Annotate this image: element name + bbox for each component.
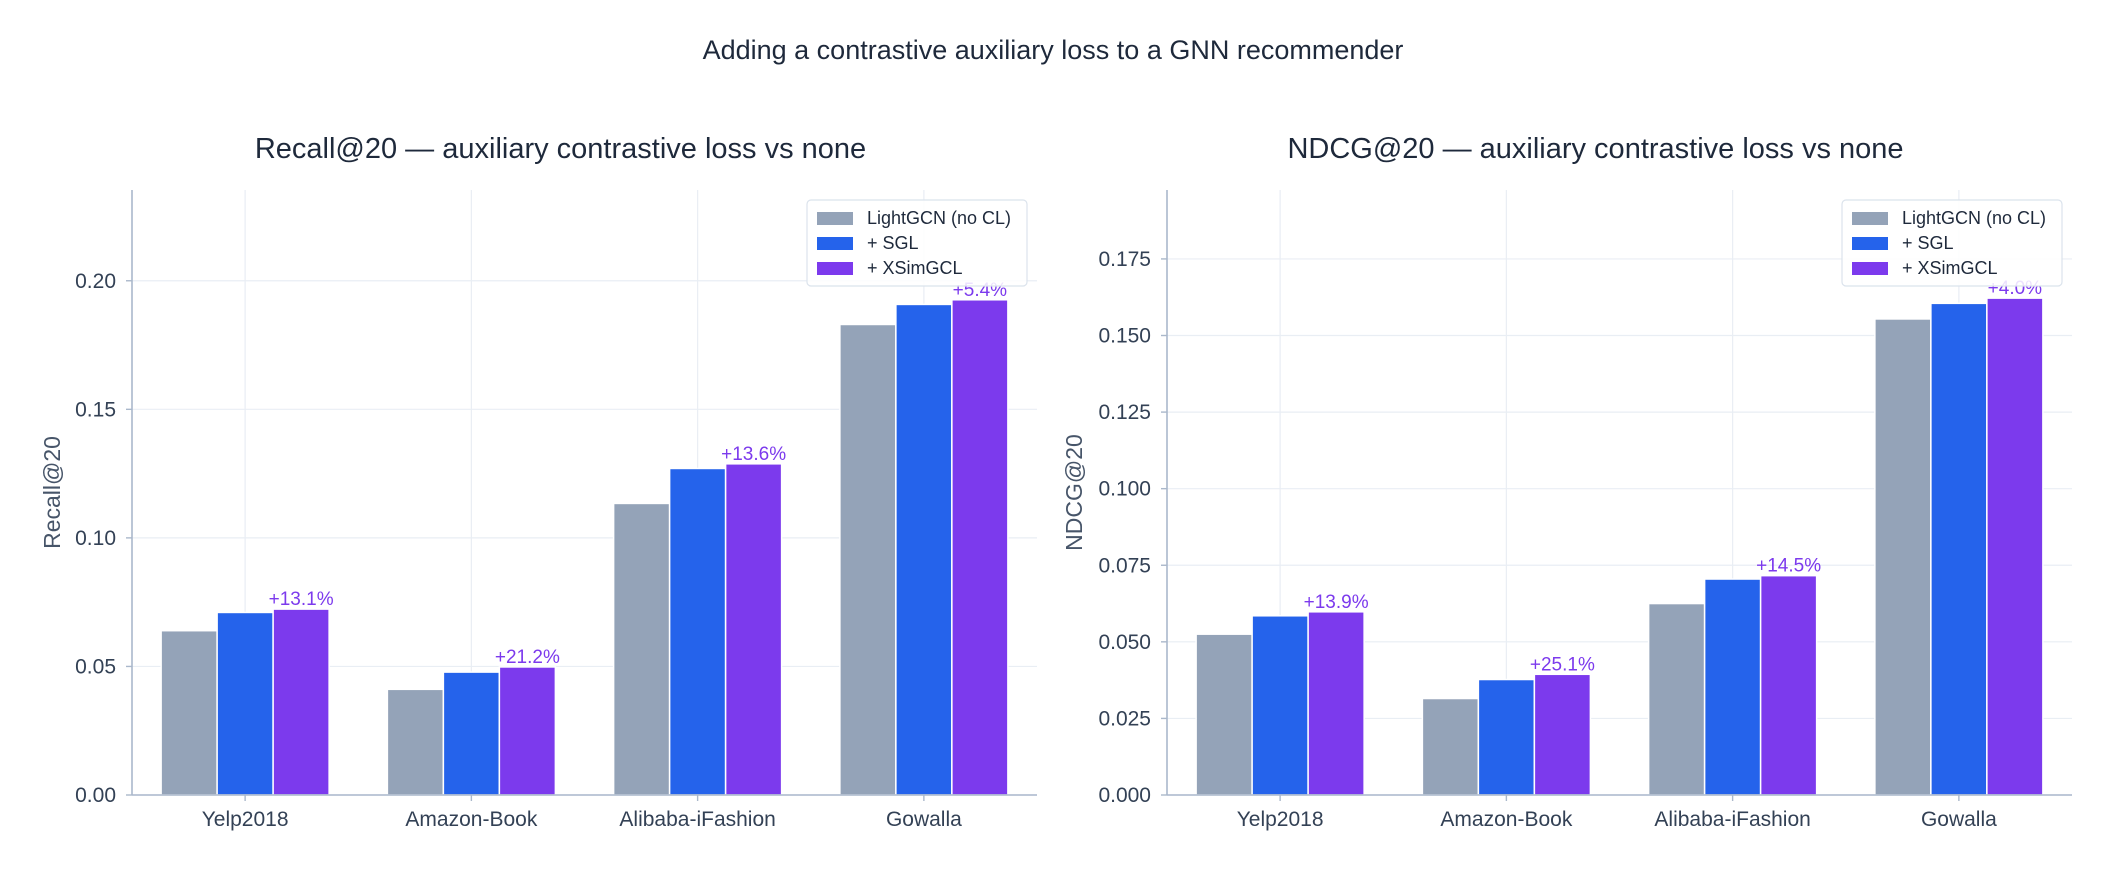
improvement-label: +25.1% — [1530, 654, 1595, 675]
x-tick-label: Amazon-Book — [405, 808, 537, 831]
legend-box — [1841, 199, 2063, 287]
bar-xsimgcl-gowalla — [1986, 297, 2044, 796]
bar-lightgcn-no-cl-yelp2018 — [160, 629, 218, 796]
bar-xsimgcl-amazon-book — [498, 666, 557, 796]
chart-title: Recall@20 — auxiliary contrastive loss v… — [255, 133, 866, 165]
legend-label: + SGL — [867, 233, 919, 253]
legend-label: + XSimGCL — [867, 258, 963, 278]
y-tick-label: 0.175 — [1098, 248, 1151, 271]
legend-label: LightGCN (no CL) — [867, 208, 1011, 228]
legend-swatch-sgl — [1852, 237, 1888, 250]
y-tick-label: 0.15 — [75, 398, 116, 421]
improvement-label: +13.1% — [269, 589, 334, 610]
bar-sgl-yelp2018 — [1251, 615, 1309, 796]
y-tick-label: 0.10 — [75, 527, 116, 550]
x-tick-label: Yelp2018 — [202, 808, 289, 831]
bar-lightgcn-no-cl-amazon-book — [386, 688, 445, 796]
ndcg-chart-panel: 0.000 0.025 0.050 0.075 0.100 0.125 0.150 0.175… — [1061, 133, 2072, 831]
bar-lightgcn-no-cl-gowalla — [839, 323, 897, 796]
y-tick-label: 0.00 — [75, 784, 116, 807]
y-tick-label: 0.100 — [1098, 478, 1151, 501]
bar-lightgcn-no-cl-alibaba-ifashion — [1647, 602, 1706, 796]
legend-swatch-xsimgcl — [1852, 262, 1888, 275]
legend-label: + SGL — [1902, 233, 1954, 253]
y-tick-label: 0.150 — [1098, 325, 1151, 348]
y-tick-label: 0.050 — [1098, 631, 1151, 654]
legend-label: + XSimGCL — [1902, 258, 1998, 278]
y-tick-label: 0.20 — [75, 270, 116, 293]
bar-lightgcn-no-cl-amazon-book — [1421, 697, 1480, 796]
legend-swatch-lightgcn-no-cl — [817, 212, 853, 225]
legend-swatch-sgl — [817, 237, 853, 250]
bar-lightgcn-no-cl-gowalla — [1874, 318, 1932, 796]
x-tick-label: Gowalla — [886, 808, 962, 831]
bar-sgl-gowalla — [1930, 302, 1988, 796]
improvement-label: +14.5% — [1756, 556, 1821, 577]
y-axis-label: Recall@20 — [39, 436, 65, 549]
legend-swatch-lightgcn-no-cl — [1852, 212, 1888, 225]
bar-xsimgcl-alibaba-ifashion — [1759, 574, 1818, 796]
improvement-label: +13.6% — [721, 444, 786, 465]
bar-lightgcn-no-cl-alibaba-ifashion — [612, 502, 671, 796]
bar-sgl-alibaba-ifashion — [1703, 578, 1762, 796]
chart-title: NDCG@20 — auxiliary contrastive loss vs … — [1287, 133, 1903, 165]
y-tick-label: 0.000 — [1098, 784, 1151, 807]
bar-xsimgcl-alibaba-ifashion — [724, 463, 783, 796]
bar-sgl-yelp2018 — [216, 611, 274, 796]
bar-sgl-amazon-book — [1477, 678, 1536, 796]
bar-xsimgcl-gowalla — [951, 299, 1009, 796]
improvement-label: +21.2% — [495, 647, 560, 668]
legend: LightGCN (no CL) + SGL + XSimGCL — [1841, 199, 2063, 287]
bar-xsimgcl-yelp2018 — [1307, 611, 1365, 796]
bar-sgl-alibaba-ifashion — [668, 467, 727, 796]
legend-label: LightGCN (no CL) — [1902, 208, 2046, 228]
improvement-label: +13.9% — [1304, 592, 1369, 613]
x-tick-label: Gowalla — [1921, 808, 1997, 831]
y-tick-label: 0.075 — [1098, 554, 1151, 577]
x-tick-label: Alibaba-iFashion — [619, 808, 775, 831]
bar-xsimgcl-yelp2018 — [272, 608, 330, 796]
legend: LightGCN (no CL) + SGL + XSimGCL — [806, 199, 1028, 287]
y-tick-label: 0.125 — [1098, 401, 1151, 424]
legend-box — [806, 199, 1028, 287]
y-tick-label: 0.025 — [1098, 707, 1151, 730]
x-tick-label: Yelp2018 — [1237, 808, 1324, 831]
bar-lightgcn-no-cl-yelp2018 — [1195, 633, 1253, 796]
bar-sgl-amazon-book — [442, 671, 501, 796]
recall-chart-panel: 0.000.050.100.150.20+13.1%+21.2%+13.6%+5… — [39, 133, 1037, 831]
x-tick-label: Alibaba-iFashion — [1654, 808, 1810, 831]
figure-title: Adding a contrastive auxiliary loss to a… — [703, 35, 1404, 65]
y-tick-label: 0.05 — [75, 655, 116, 678]
y-axis-label: NDCG@20 — [1061, 434, 1087, 551]
legend-swatch-xsimgcl — [817, 262, 853, 275]
x-tick-label: Amazon-Book — [1440, 808, 1572, 831]
bar-xsimgcl-amazon-book — [1533, 673, 1592, 796]
bar-sgl-gowalla — [895, 303, 953, 796]
